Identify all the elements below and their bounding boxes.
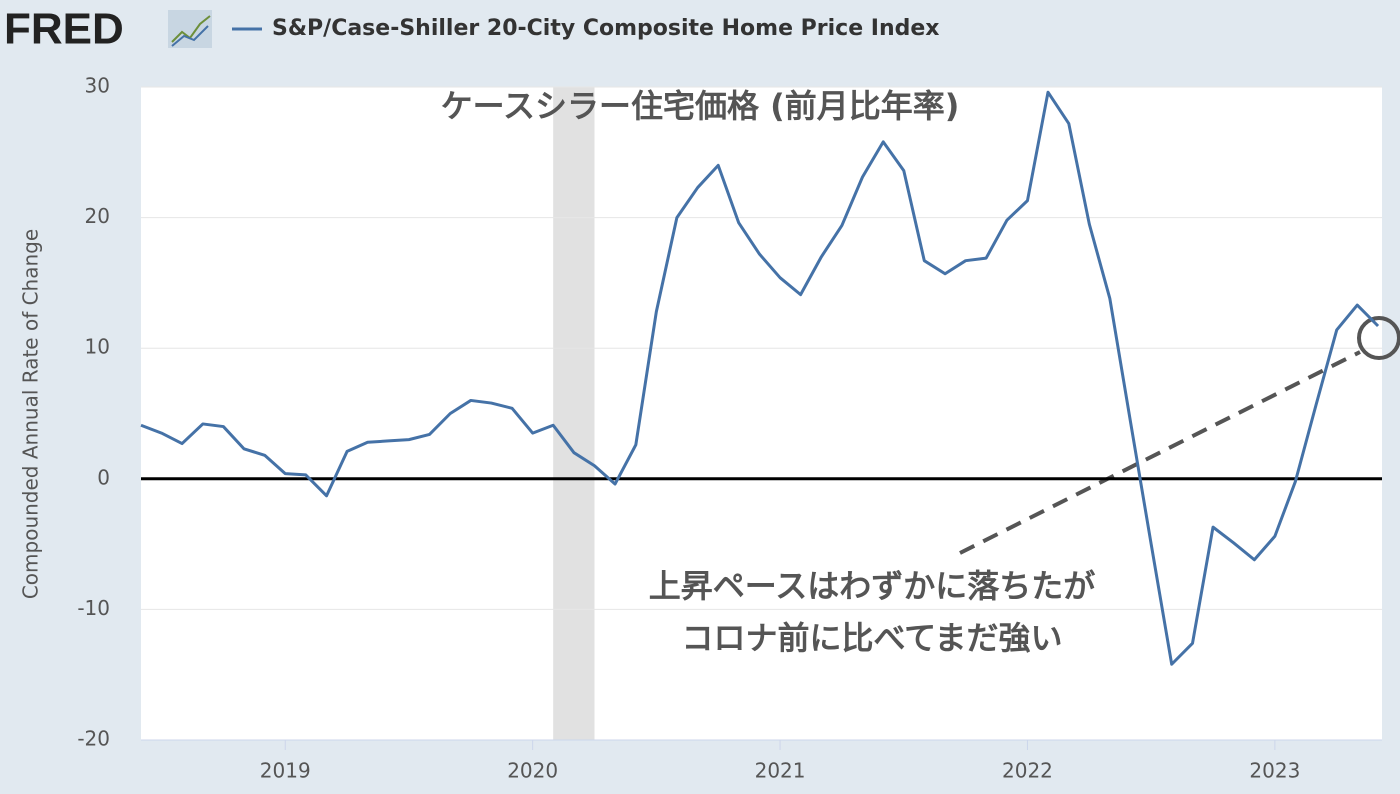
y-tick-label: 0 (97, 465, 110, 489)
shaded-period (553, 87, 595, 740)
y-tick-label: 30 (85, 74, 110, 98)
chart-title: ケースシラー住宅価格 (前月比年率) (441, 87, 960, 125)
logo: FRED (4, 5, 124, 54)
y-tick-label: 20 (85, 204, 110, 228)
x-tick-label: 2021 (755, 759, 806, 783)
annotation: コロナ前に比べてまだ強い (681, 619, 1062, 657)
plot-area (141, 87, 1382, 740)
x-tick-label: 2020 (507, 759, 558, 783)
legend-label: S&P/Case-Shiller 20-City Composite Home … (272, 16, 940, 41)
y-axis-label: Compounded Annual Rate of Change (19, 229, 43, 599)
x-tick-label: 2022 (1002, 759, 1053, 783)
data-line (140, 90, 1380, 666)
x-tick-label: 2019 (260, 759, 311, 783)
x-tick-label: 2023 (1249, 759, 1300, 783)
y-tick-label: -20 (77, 727, 110, 751)
y-tick-label: -10 (77, 596, 110, 620)
logo-icon (168, 10, 212, 48)
highlight-circle (1357, 316, 1400, 360)
annotation: 上昇ペースはわずかに落ちたが (649, 567, 1095, 605)
pointer-line (959, 350, 1361, 555)
y-tick-label: 10 (85, 335, 110, 359)
